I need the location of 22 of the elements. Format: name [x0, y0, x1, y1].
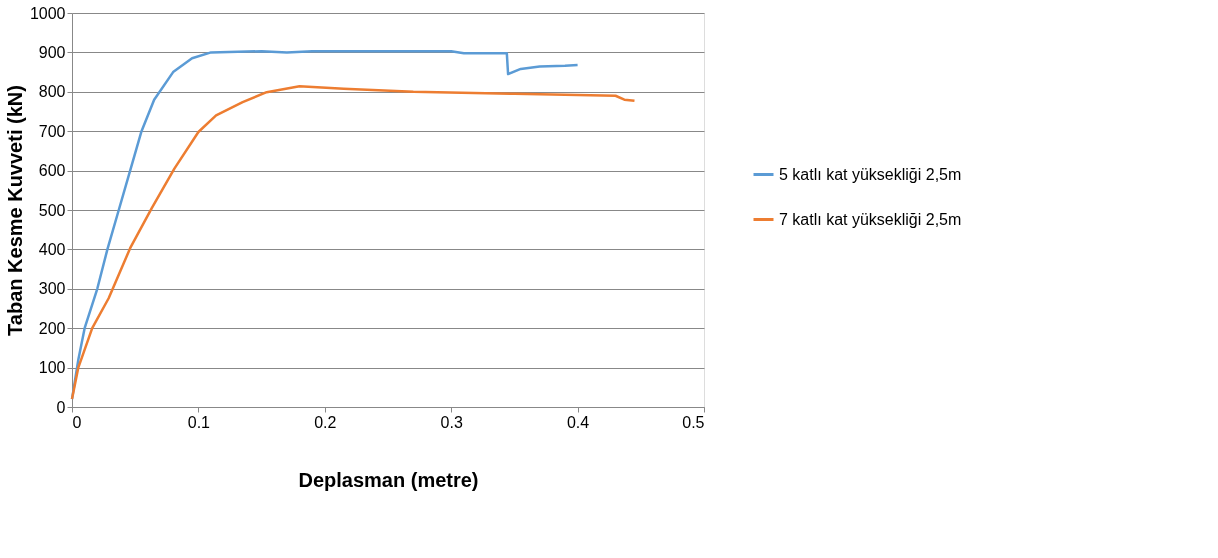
- legend-label: 7 katlı kat yüksekliği 2,5m: [779, 210, 962, 228]
- legend-label: 5 katlı kat yüksekliği 2,5m: [779, 165, 962, 183]
- x-tick-label: 0.3: [440, 413, 463, 431]
- x-tick-label: 0.1: [187, 413, 211, 431]
- y-axis-title: Taban Kesme Kuvveti (kN): [3, 85, 26, 336]
- y-tick-label: 500: [38, 201, 66, 219]
- y-tick-label: 900: [38, 43, 66, 61]
- y-tick-label: 200: [38, 319, 66, 337]
- x-tick-label: 0.2: [314, 413, 337, 431]
- line-series: [70, 85, 636, 401]
- y-tick-label: 100: [38, 359, 66, 377]
- y-tick-label: 600: [38, 162, 66, 180]
- y-tick-label: 1000: [29, 4, 66, 22]
- y-tick-label: 400: [38, 240, 66, 258]
- y-tick-label: 0: [56, 398, 66, 416]
- y-tick-label: 300: [38, 280, 66, 298]
- y-tick-label: 700: [38, 122, 66, 140]
- x-tick-label: 0.4: [566, 413, 590, 431]
- y-tick-label: 800: [38, 83, 66, 101]
- x-tick-label: 0.5: [682, 413, 705, 431]
- x-tick-label: 0: [72, 413, 82, 431]
- x-axis-title: Deplasman (metre): [298, 468, 479, 491]
